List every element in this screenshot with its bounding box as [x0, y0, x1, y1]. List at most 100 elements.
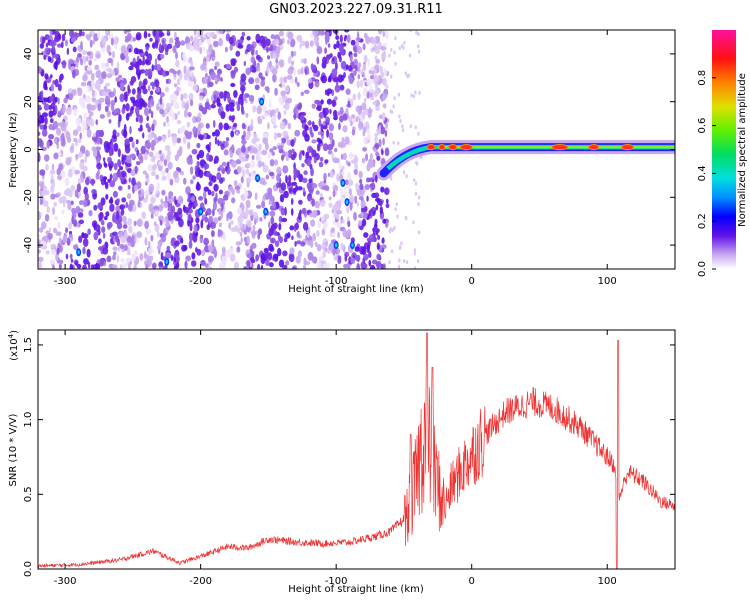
heatmap-cell: [161, 170, 166, 176]
heatmap-cell: [363, 97, 367, 103]
heatmap-cell: [136, 161, 141, 166]
heatmap-cell: [299, 43, 302, 50]
colorbar-tick-label: 0.4: [697, 165, 708, 181]
heatmap-cell: [413, 178, 416, 183]
heatmap-cell: [159, 92, 165, 98]
heatmap-cell: [384, 187, 390, 195]
heatmap-cell: [373, 76, 377, 85]
heatmap-cell: [252, 224, 256, 232]
heatmap-cell: [252, 105, 257, 113]
heatmap-cell: [220, 106, 224, 111]
heatmap-cell: [152, 163, 157, 170]
heatmap-cell: [145, 46, 149, 51]
heatmap-cell: [410, 93, 413, 98]
heatmap-cell: [368, 159, 375, 168]
heatmap-cell: [229, 45, 233, 51]
heatmap-cell: [401, 124, 404, 129]
heatmap-cell: [397, 92, 401, 97]
heatmap-cell: [281, 154, 284, 161]
heatmap-cell: [280, 207, 285, 216]
heatmap-cell: [116, 170, 122, 178]
heatmap-cell: [118, 185, 123, 191]
heatmap-cell: [311, 210, 318, 218]
heatmap-cell: [225, 137, 230, 142]
heatmap-cell: [45, 163, 49, 171]
heatmap-cell: [48, 110, 54, 118]
heatmap-cell: [308, 178, 312, 183]
heatmap-cell: [210, 104, 216, 109]
heatmap-cell: [123, 50, 129, 56]
heatmap-cell: [417, 230, 421, 235]
heatmap-cell: [356, 188, 362, 196]
heatmap-cell: [98, 212, 104, 221]
heatmap-cell: [347, 100, 351, 108]
heatmap-cell: [298, 199, 303, 205]
heatmap-cell: [370, 182, 376, 191]
heatmap-cell: [139, 253, 144, 261]
heatmap-cell: [380, 186, 385, 193]
heatmap-cell: [63, 115, 68, 121]
heatmap-cell: [180, 238, 184, 244]
heatmap-cell: [272, 73, 277, 83]
heatmap-cell: [151, 84, 155, 90]
heatmap-cell: [160, 234, 167, 243]
heatmap-cell: [341, 180, 345, 185]
heatmap-cell: [246, 219, 252, 228]
heatmap-cell: [275, 64, 279, 70]
heatmap-cell: [113, 142, 119, 152]
heatmap-cell: [375, 82, 379, 91]
heatmap-cell: [287, 31, 294, 40]
heatmap-cell: [304, 133, 310, 142]
heatmap-cell: [367, 58, 371, 67]
heatmap-cell: [49, 169, 56, 175]
heatmap-cell: [398, 46, 401, 51]
heatmap-cell: [212, 119, 216, 128]
heatmap-cell: [144, 107, 149, 117]
heatmap-cell: [56, 247, 60, 255]
heatmap-cell: [326, 98, 332, 105]
heatmap-cell: [158, 204, 164, 210]
heatmap-cell: [174, 39, 181, 49]
heatmap-cell: [281, 137, 287, 144]
heatmap-cell: [84, 192, 90, 201]
heatmap-cell: [363, 137, 367, 144]
heatmap-cell: [334, 84, 341, 93]
colorbar-ticks: 0.0 0.2 0.4 0.6 0.8: [697, 70, 716, 277]
heatmap-cell: [241, 87, 244, 96]
heatmap-cell: [300, 91, 304, 97]
heatmap-cell: [203, 133, 207, 139]
heatmap-cell: [268, 200, 272, 206]
heatmap-cell: [121, 215, 127, 223]
heatmap-cell: [210, 71, 216, 81]
heatmap-cell: [72, 219, 78, 227]
heatmap-cell: [329, 170, 334, 179]
heatmap-cell: [187, 213, 192, 222]
heatmap-cell: [144, 237, 148, 246]
heatmap-cell: [164, 86, 169, 93]
heatmap-cell: [349, 194, 355, 203]
heatmap-cell: [369, 92, 374, 98]
heatmap-cell: [204, 73, 208, 78]
heatmap-cell: [245, 154, 250, 159]
heatmap-cell: [203, 46, 206, 52]
heatmap-cell: [101, 47, 106, 53]
heatmap-cell: [356, 62, 362, 68]
heatmap-cell: [260, 76, 266, 81]
heatmap-cell: [231, 58, 237, 65]
heatmap-cell: [208, 43, 213, 53]
heatmap-cell: [81, 232, 85, 237]
heatmap-cell: [251, 230, 256, 239]
heatmap-cell: [256, 105, 263, 115]
heatmap-cell: [225, 30, 232, 33]
heatmap-cell: [133, 184, 138, 192]
heatmap-cell: [138, 97, 144, 106]
heatmap-cell: [217, 167, 221, 172]
heatmap-cell: [75, 153, 78, 161]
heatmap-cell: [119, 93, 125, 103]
heatmap-cell: [266, 65, 270, 75]
heatmap-cell: [142, 88, 148, 95]
heatmap-cell: [296, 35, 302, 41]
heatmap-cell: [365, 121, 370, 130]
heatmap-cell: [257, 263, 261, 269]
